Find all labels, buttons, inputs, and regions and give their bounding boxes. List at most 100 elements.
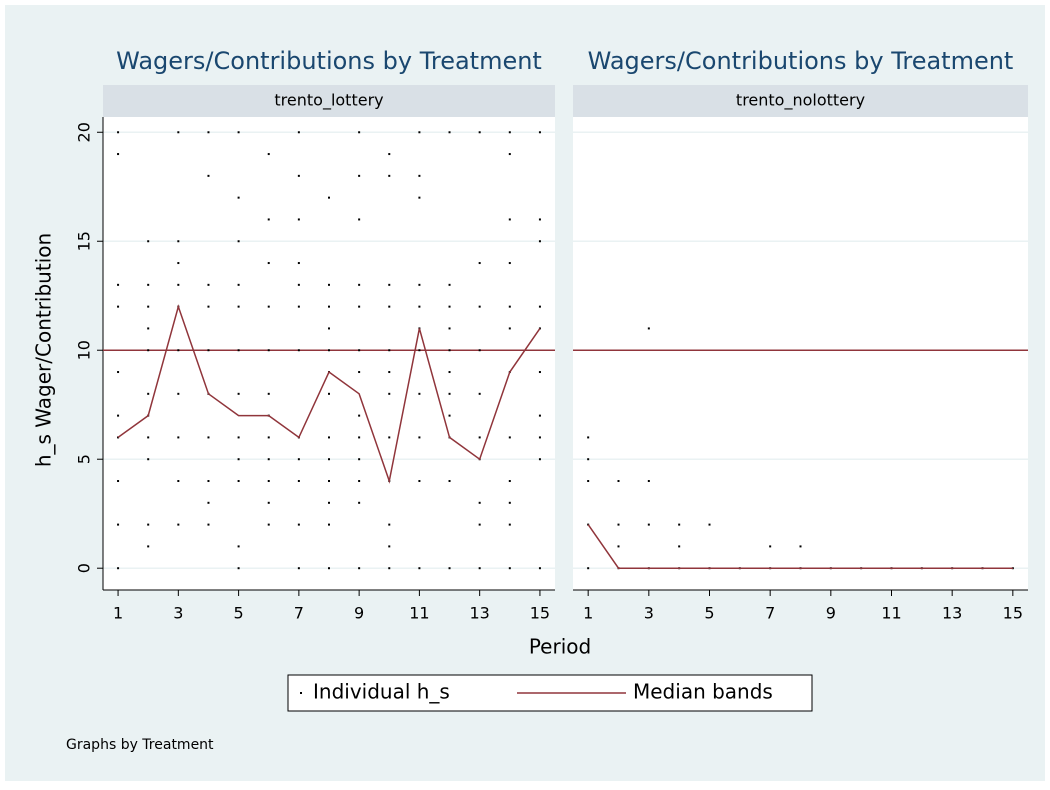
point [297,262,300,265]
point [388,392,391,395]
point [587,480,590,483]
point [117,305,120,308]
point [237,436,240,439]
point [388,305,391,308]
point [358,131,361,134]
point [297,218,300,221]
x-tick-label: 5 [234,604,244,623]
point [267,436,270,439]
point [147,545,150,548]
y-tick-label: 15 [75,231,94,251]
point [267,501,270,504]
point [478,523,481,526]
point [708,523,711,526]
point [388,371,391,374]
point [388,436,391,439]
median-line [117,304,541,484]
point [538,567,541,570]
point [358,436,361,439]
point [478,262,481,265]
point [418,480,421,483]
point [207,436,210,439]
point [328,567,330,570]
point [418,174,421,177]
point [388,349,391,352]
panel-subtitle: trento_nolottery [736,91,865,111]
point [207,131,210,134]
point [538,131,541,134]
point [587,567,590,570]
y-tick-label: 20 [75,122,94,142]
point [388,545,391,548]
point [448,392,451,395]
point [177,349,180,352]
point [358,480,361,483]
point [418,305,421,308]
point [538,240,541,243]
point [388,523,391,526]
point [177,392,180,395]
point [418,283,421,286]
x-tick-label: 3 [644,604,654,623]
x-tick-label: 15 [1003,604,1023,623]
point [177,262,180,265]
y-tick-label: 0 [75,563,94,573]
point [508,327,511,330]
point [508,218,511,221]
point [769,545,772,548]
point [538,218,541,221]
point [647,327,650,330]
point [177,480,180,483]
point [147,349,150,352]
point [448,131,451,134]
point [448,283,451,286]
point [388,283,391,286]
point [418,196,421,199]
point [237,458,240,461]
note: Graphs by Treatment [66,737,214,753]
point [297,283,300,286]
point [267,392,270,395]
point [177,240,180,243]
point [418,392,421,395]
x-tick-label: 7 [294,604,304,623]
point [207,480,210,483]
point [297,567,300,570]
point [358,501,361,504]
strip [103,85,555,117]
point [267,218,270,221]
point [478,305,481,308]
legend-label: Median bands [633,680,773,704]
point [538,305,541,308]
point [267,153,270,156]
point [448,567,451,570]
point [297,458,300,461]
point [478,501,481,504]
point [508,480,511,483]
point [267,349,270,352]
x-tick-label: 15 [530,604,550,623]
x-tick-label: 3 [173,604,183,623]
x-tick-label: 9 [826,604,836,623]
point [328,480,330,483]
point [237,567,240,570]
point [207,501,210,504]
point [297,349,300,352]
point [358,349,361,352]
point [117,371,120,374]
point [617,480,620,483]
point [237,305,240,308]
point [587,436,590,439]
point [207,174,210,177]
point [117,480,120,483]
point [538,458,541,461]
point [508,501,511,504]
point [358,305,361,308]
y-tick-label: 10 [75,340,94,360]
x-tick-label: 5 [704,604,714,623]
strip [573,85,1028,117]
point [478,567,481,570]
x-tick-label: 9 [354,604,364,623]
point [147,523,150,526]
